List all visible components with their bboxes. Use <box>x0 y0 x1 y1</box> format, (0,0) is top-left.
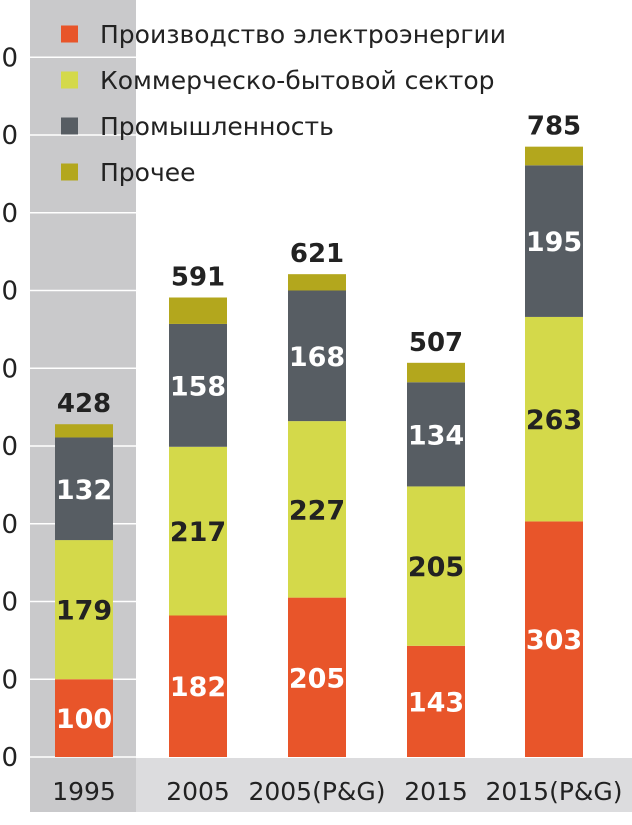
segment-value-label: 168 <box>289 342 345 373</box>
segment-value-label: 158 <box>170 371 226 402</box>
segment-value-label: 227 <box>289 495 345 526</box>
bar-segment <box>55 437 113 541</box>
category-label: 1995 <box>52 777 116 806</box>
category-label: 2015 <box>404 777 468 806</box>
bar-segment <box>288 421 346 598</box>
segment-value-label: 179 <box>56 596 112 627</box>
y-tick-label: 0 <box>1 432 18 462</box>
y-tick-label: 0 <box>1 588 18 618</box>
y-tick-label: 0 <box>1 354 18 384</box>
bar-segment <box>407 486 465 646</box>
y-tick-label: 0 <box>1 743 18 773</box>
bar-segment <box>55 424 113 438</box>
bar-segment <box>407 645 465 757</box>
segment-value-label: 303 <box>526 625 582 656</box>
segment-value-label: 134 <box>408 420 464 451</box>
bar-segment <box>169 323 227 447</box>
legend-swatch <box>61 163 78 181</box>
category-label: 2005 <box>166 777 230 806</box>
bar-total-label: 621 <box>290 239 344 269</box>
bar-segment <box>169 615 227 757</box>
bar-total-label: 785 <box>527 112 581 142</box>
bar-segment <box>525 146 583 166</box>
bar-segment <box>169 297 227 324</box>
category-label: 2015(P&G) <box>485 777 622 806</box>
bar-total-label: 591 <box>171 262 225 292</box>
legend-label: Производство электроэнергии <box>100 20 506 49</box>
y-tick-label: 0 <box>1 665 18 695</box>
y-tick-label: 0 <box>1 43 18 73</box>
segment-value-label: 182 <box>170 672 226 703</box>
segment-value-label: 195 <box>526 227 582 258</box>
legend-swatch <box>61 25 78 43</box>
legend-swatch <box>61 71 78 89</box>
segment-value-label: 132 <box>56 475 112 506</box>
y-tick-label: 0 <box>1 510 18 540</box>
legend-label: Коммерческо-бытовой сектор <box>100 66 495 95</box>
bar-segment <box>55 679 113 757</box>
bar-segment <box>288 274 346 291</box>
segment-value-label: 143 <box>408 687 464 718</box>
y-tick-label: 0 <box>1 277 18 307</box>
y-tick-label: 0 <box>1 121 18 151</box>
bar-total-label: 507 <box>409 328 463 358</box>
segment-value-label: 263 <box>526 405 582 436</box>
bar-segment <box>288 290 346 422</box>
bar-segment <box>55 540 113 680</box>
segment-value-label: 205 <box>408 552 464 583</box>
bar-segment <box>288 597 346 757</box>
legend-label: Промышленность <box>100 112 334 141</box>
legend-label: Прочее <box>100 158 196 187</box>
highlight-band-axis <box>30 758 136 812</box>
bar-total-label: 428 <box>57 389 111 419</box>
legend-swatch <box>61 117 78 135</box>
category-label: 2005(P&G) <box>248 777 385 806</box>
bar-segment <box>169 446 227 616</box>
bar-segment <box>525 316 583 522</box>
y-tick-label: 0 <box>1 199 18 229</box>
bar-segment <box>407 362 465 383</box>
segment-value-label: 100 <box>56 704 112 735</box>
segment-value-label: 205 <box>289 663 345 694</box>
bar-segment <box>407 382 465 487</box>
bar-segment <box>525 521 583 757</box>
bar-segment <box>525 165 583 317</box>
segment-value-label: 217 <box>170 517 226 548</box>
